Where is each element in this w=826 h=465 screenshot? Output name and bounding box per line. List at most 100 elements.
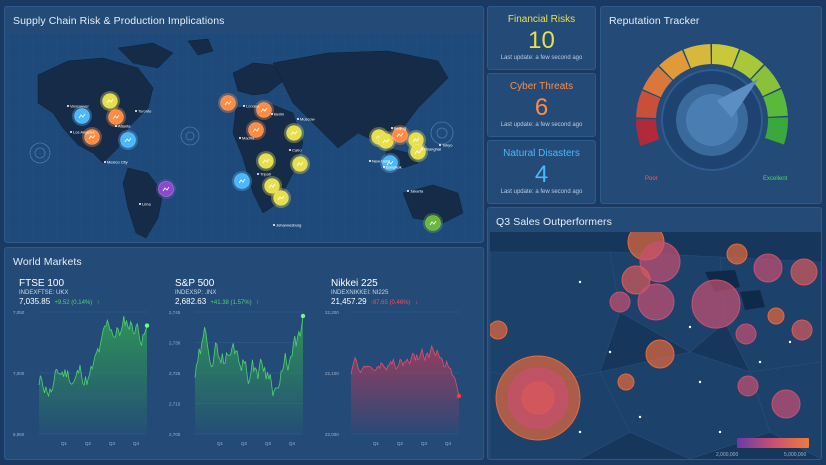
gauge-segment (750, 65, 781, 97)
x-tick-label: Q3 (421, 441, 428, 446)
risk-marker[interactable] (256, 151, 276, 171)
sales-bubble[interactable] (735, 323, 757, 345)
risk-marker[interactable] (390, 125, 410, 145)
city-dot (257, 173, 259, 175)
q3-sales-panel: Q3 Sales Outperformers (487, 207, 822, 460)
sales-bubble[interactable] (791, 319, 813, 341)
sales-map[interactable]: 2,000,000 5,000,000 (488, 223, 821, 459)
market-change: +9.52 (0.14%) (54, 300, 93, 306)
city-label: Cairo (292, 148, 302, 153)
city-dot (718, 430, 722, 434)
y-tick-label: 22,000 (325, 432, 339, 437)
city-dot (391, 127, 393, 129)
risk-marker[interactable] (156, 179, 176, 199)
market-line (350, 344, 460, 397)
city-label: Madrid (242, 136, 254, 141)
market-area (39, 316, 147, 434)
down-arrow-icon: ↓ (414, 300, 418, 306)
risk-marker[interactable] (232, 171, 252, 191)
gauge-segment (642, 66, 673, 98)
risk-marker[interactable] (100, 91, 120, 111)
sales-bubble[interactable] (645, 339, 675, 369)
sales-bubble[interactable] (639, 241, 681, 283)
market-sp500[interactable]: S&P 500 INDEXSP: .INX 2,682.63 +41.38 (1… (165, 276, 313, 456)
city-dot (421, 148, 423, 150)
risk-marker[interactable] (380, 153, 400, 173)
up-arrow-icon: ↑ (96, 300, 100, 306)
market-ftse[interactable]: FTSE 100 INDEXFTSE: UKX 7,035.85 +9.52 (… (9, 276, 157, 456)
risk-marker[interactable] (72, 106, 92, 126)
risk-marker[interactable] (218, 93, 238, 113)
risk-marker[interactable] (118, 130, 138, 150)
risk-marker[interactable] (254, 100, 274, 120)
risk-marker[interactable] (271, 188, 291, 208)
city-dot (439, 144, 441, 146)
sales-bubble[interactable] (790, 258, 818, 286)
sales-bubble[interactable] (617, 373, 635, 391)
market-price: 2,682.63 (175, 297, 207, 306)
sales-bubble[interactable] (621, 265, 651, 295)
city-dot (578, 280, 582, 284)
market-price: 21,457.29 (331, 297, 367, 306)
kpi-natural-disasters[interactable]: Natural Disasters 4 Last update: a few s… (487, 140, 596, 204)
risk-marker[interactable] (246, 120, 266, 140)
y-tick-label: 22,100 (325, 371, 339, 376)
sales-map-svg: 2,000,000 5,000,000 (488, 223, 821, 459)
reputation-gauge: Poor Excellent (636, 44, 788, 182)
market-last-point (300, 313, 306, 319)
gauge-segment (636, 118, 660, 146)
gauge-poor-label: Poor (645, 176, 658, 182)
x-tick-label: Q1 (373, 441, 380, 446)
risk-marker[interactable] (262, 176, 282, 196)
sales-bubble[interactable] (521, 381, 555, 415)
y-tick-label: 7,050 (13, 310, 25, 315)
risk-marker[interactable] (290, 154, 310, 174)
sales-bubble[interactable] (767, 307, 785, 325)
city-label: New Delhi (372, 159, 390, 164)
market-nikkei[interactable]: Nikkei 225 INDEXNIKKEI: NI225 21,457.29 … (321, 276, 469, 456)
scale-max-label: 5,000,000 (784, 452, 806, 458)
risk-marker[interactable] (106, 107, 126, 127)
reputation-tracker-panel: Reputation Tracker Poor Excellent (600, 6, 822, 204)
y-tick-label: 7,000 (13, 371, 25, 376)
city-label: Los Angeles (73, 130, 95, 135)
scale-min-label: 2,000,000 (716, 452, 738, 458)
city-dot (758, 360, 762, 364)
y-tick-label: 6,950 (13, 432, 25, 437)
city-label: Lima (142, 202, 151, 207)
reputation-title: Reputation Tracker (609, 15, 700, 27)
kpi-label: Cyber Threats (509, 81, 574, 92)
sales-bubble[interactable] (771, 389, 801, 419)
sales-bubble[interactable] (609, 291, 631, 313)
city-dot (578, 430, 582, 434)
sales-bubble[interactable] (488, 320, 508, 340)
sales-bubble[interactable] (737, 375, 759, 397)
y-tick-label: 2,745 (169, 310, 181, 315)
risk-marker[interactable] (376, 131, 396, 151)
city-dot (243, 105, 245, 107)
sales-bubbles (488, 223, 818, 441)
city-label: Mexico City (107, 160, 128, 165)
city-dot (688, 325, 692, 329)
sales-bubble[interactable] (691, 279, 741, 329)
market-change: -97.65 (0.46%) (370, 300, 411, 306)
kpi-cyber-threats[interactable]: Cyber Threats 6 Last update: a few secon… (487, 73, 596, 137)
market-price: 7,035.85 (19, 297, 51, 306)
market-chart: 2,745 2,730 2,725 2,715 2,700 Q1 Q2 Q3 Q4 (169, 310, 306, 446)
risk-marker[interactable] (284, 123, 304, 143)
sales-bubble[interactable] (726, 243, 748, 265)
y-tick-label: 2,725 (169, 371, 181, 376)
sales-bubble[interactable] (637, 283, 675, 321)
risk-marker[interactable] (423, 213, 443, 233)
y-tick-label: 2,715 (169, 402, 181, 407)
city-label: Tokyo (442, 143, 453, 148)
sales-bubble[interactable] (753, 253, 783, 283)
supply-chain-title: Supply Chain Risk & Production Implicati… (13, 15, 225, 27)
q3-title: Q3 Sales Outperformers (496, 216, 612, 228)
kpi-financial-risks[interactable]: Financial Risks 10 Last update: a few se… (487, 6, 596, 70)
city-dot (239, 137, 241, 139)
risk-marker[interactable] (408, 142, 428, 162)
kpi-value: 10 (528, 27, 555, 54)
risk-marker[interactable] (82, 127, 102, 147)
world-map[interactable]: Vancouver Toronto Los Angeles Atlanta Mexico… (8, 33, 481, 240)
